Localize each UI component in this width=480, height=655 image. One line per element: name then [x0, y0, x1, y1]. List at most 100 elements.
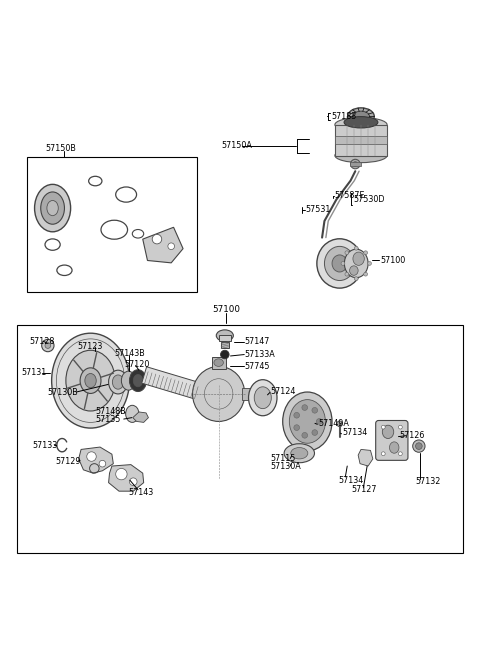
Ellipse shape [353, 252, 364, 265]
Text: 57530D: 57530D [353, 195, 385, 204]
Ellipse shape [130, 369, 146, 392]
Ellipse shape [192, 366, 245, 421]
Circle shape [220, 350, 229, 359]
Ellipse shape [284, 443, 314, 462]
Text: 57143B: 57143B [115, 349, 145, 358]
Ellipse shape [85, 373, 96, 388]
Ellipse shape [52, 333, 130, 428]
Ellipse shape [108, 370, 128, 394]
Ellipse shape [35, 184, 71, 232]
Bar [221, 342, 228, 348]
Bar [219, 335, 231, 341]
Ellipse shape [133, 375, 143, 387]
Circle shape [168, 243, 175, 250]
Ellipse shape [47, 200, 58, 215]
Circle shape [130, 478, 137, 485]
Bar [335, 124, 387, 155]
Circle shape [294, 413, 300, 418]
Circle shape [413, 440, 425, 453]
Bar [335, 136, 387, 144]
Circle shape [337, 421, 343, 426]
Ellipse shape [249, 380, 277, 416]
Circle shape [398, 425, 402, 429]
Text: 57531: 57531 [305, 205, 331, 214]
Text: 57115: 57115 [270, 454, 296, 463]
Ellipse shape [121, 371, 136, 390]
Ellipse shape [344, 249, 368, 278]
Ellipse shape [289, 400, 325, 443]
Text: 57127: 57127 [351, 485, 377, 495]
Text: 57126: 57126 [399, 431, 425, 440]
Text: 57130A: 57130A [270, 462, 301, 470]
Text: 57587E: 57587E [335, 191, 365, 200]
Circle shape [350, 159, 360, 169]
Circle shape [345, 251, 349, 255]
Circle shape [398, 452, 402, 456]
Circle shape [45, 343, 51, 348]
Circle shape [87, 452, 96, 461]
Circle shape [382, 425, 385, 429]
Ellipse shape [283, 392, 332, 451]
Text: 57124: 57124 [271, 387, 296, 396]
Ellipse shape [332, 255, 347, 272]
FancyBboxPatch shape [376, 421, 408, 460]
Text: 57134: 57134 [339, 476, 364, 485]
Polygon shape [358, 449, 373, 466]
Text: 57143: 57143 [129, 487, 154, 496]
Circle shape [152, 234, 162, 244]
Circle shape [368, 261, 372, 265]
Ellipse shape [389, 442, 399, 453]
Text: 57100: 57100 [212, 305, 240, 314]
Circle shape [353, 162, 358, 166]
Ellipse shape [66, 350, 115, 411]
Circle shape [416, 443, 422, 449]
Ellipse shape [214, 359, 223, 366]
Ellipse shape [80, 368, 101, 394]
Bar [212, 357, 226, 369]
Polygon shape [133, 412, 148, 422]
Circle shape [382, 452, 385, 456]
Text: 57134: 57134 [342, 428, 367, 438]
Text: 57131: 57131 [22, 368, 47, 377]
Circle shape [354, 246, 358, 250]
Text: 57183: 57183 [332, 112, 357, 121]
Polygon shape [143, 227, 183, 263]
Circle shape [302, 405, 308, 411]
Ellipse shape [291, 447, 308, 459]
Circle shape [341, 261, 345, 265]
Text: 57135: 57135 [96, 415, 121, 424]
Circle shape [42, 339, 54, 352]
Bar [26, 157, 197, 292]
Ellipse shape [126, 405, 139, 422]
Text: 57100: 57100 [380, 255, 405, 265]
Ellipse shape [112, 375, 124, 389]
Circle shape [354, 276, 358, 280]
Circle shape [364, 272, 368, 276]
Text: 57133A: 57133A [245, 350, 276, 359]
Text: 57149A: 57149A [318, 419, 349, 428]
Circle shape [312, 430, 318, 436]
Ellipse shape [317, 239, 362, 288]
Ellipse shape [324, 246, 355, 280]
Text: 57123: 57123 [78, 342, 103, 351]
Circle shape [116, 468, 127, 480]
Polygon shape [142, 367, 202, 400]
Text: 57130B: 57130B [48, 388, 79, 398]
Polygon shape [79, 447, 113, 473]
Polygon shape [108, 464, 144, 491]
Bar [242, 388, 251, 400]
Ellipse shape [344, 117, 378, 128]
Text: 57132: 57132 [416, 477, 441, 486]
Ellipse shape [335, 149, 387, 162]
Circle shape [294, 425, 300, 430]
Circle shape [364, 251, 368, 255]
Text: 57150A: 57150A [221, 141, 252, 150]
Text: 57745: 57745 [245, 362, 270, 371]
Circle shape [99, 460, 106, 467]
Ellipse shape [352, 111, 370, 122]
Ellipse shape [216, 330, 233, 341]
Text: 57150B: 57150B [46, 143, 76, 153]
Text: 57147: 57147 [245, 337, 270, 346]
Text: 57133: 57133 [32, 441, 58, 450]
Circle shape [345, 272, 349, 276]
